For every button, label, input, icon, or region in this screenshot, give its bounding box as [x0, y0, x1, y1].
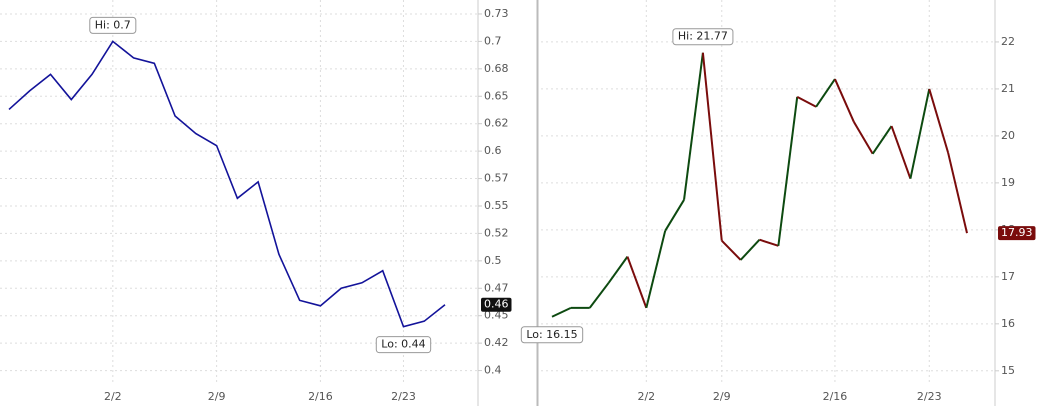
y-tick-label: 0.68 [484, 62, 509, 75]
y-tick-label: 0.52 [484, 226, 509, 239]
x-tick-label: 2/9 [208, 390, 226, 403]
last-value-label: 17.93 [1001, 226, 1033, 239]
line-segment [928, 88, 950, 154]
y-tick-label: 0.6 [484, 144, 502, 157]
y-tick-label: 0.62 [484, 117, 509, 130]
y-tick-label: 22 [1001, 35, 1015, 48]
line-segment [664, 199, 685, 232]
last-value-box [998, 226, 1036, 241]
y-tick-label: 0.45 [484, 309, 509, 322]
y-tick-label: 0.73 [484, 7, 509, 20]
extreme-label: Lo: 0.44 [375, 336, 432, 354]
line-segment [871, 125, 893, 155]
line-segment [796, 96, 817, 108]
line-segment [890, 125, 912, 179]
line-segment [701, 52, 723, 241]
y-tick-label: 0.7 [484, 34, 502, 47]
x-tick-label: 2/16 [308, 390, 333, 403]
extreme-label-box [89, 16, 137, 34]
last-value: 17.93 [998, 226, 1036, 241]
line-segment [607, 256, 629, 284]
line-segment [645, 230, 667, 309]
x-tick-label: 2/23 [917, 390, 942, 403]
line-segment [551, 306, 572, 318]
extreme-label-text: Hi: 21.77 [678, 30, 728, 43]
line [8, 40, 446, 328]
extreme-label-text: Lo: 16.15 [526, 328, 577, 341]
line-segment [834, 78, 855, 123]
line-segment [626, 256, 648, 309]
y-tick-label: 20 [1001, 129, 1015, 142]
y-tick-label: 0.42 [484, 336, 509, 349]
extreme-label-text: Hi: 0.7 [95, 18, 131, 31]
x-tick-label: 2/2 [637, 390, 655, 403]
line-segment [683, 52, 704, 200]
last-value-label: 0.46 [484, 298, 509, 311]
extreme-label-text: Lo: 0.44 [381, 338, 425, 351]
extreme-label-box [672, 28, 734, 46]
y-tick-label: 0.57 [484, 172, 509, 185]
y-tick-label: 21 [1001, 82, 1015, 95]
extreme-label-box [375, 336, 432, 354]
x-tick-label: 2/23 [391, 390, 416, 403]
y-tick-label: 0.55 [484, 199, 509, 212]
y-tick-label: 0.47 [484, 281, 509, 294]
x-tick-label: 2/9 [713, 390, 731, 403]
line-segment [947, 152, 968, 234]
y-tick-label: 17 [1001, 270, 1015, 283]
x-tick-label: 2/16 [823, 390, 848, 403]
line-segment [815, 78, 836, 108]
extreme-label: Lo: 16.15 [520, 326, 584, 344]
y-tick-label: 0.65 [484, 89, 509, 102]
x-tick-label: 2/2 [104, 390, 122, 403]
line-segment [852, 121, 874, 155]
line-segment [588, 282, 610, 309]
y-tick-label: 15 [1001, 364, 1015, 377]
line-segment [777, 96, 799, 246]
y-tick-label: 0.5 [484, 254, 502, 267]
extreme-label-box [520, 326, 584, 344]
y-tick-label: 16 [1001, 317, 1015, 330]
y-tick-label: 19 [1001, 176, 1015, 189]
extreme-label: Hi: 21.77 [672, 28, 734, 46]
line-segment [759, 238, 779, 247]
y-tick-label: 0.4 [484, 364, 502, 377]
line-segment [909, 88, 931, 179]
last-value: 0.46 [481, 297, 512, 312]
extreme-label: Hi: 0.7 [89, 16, 137, 34]
last-value-box [481, 297, 512, 312]
line-segment [739, 239, 761, 261]
line-segment [721, 239, 742, 261]
